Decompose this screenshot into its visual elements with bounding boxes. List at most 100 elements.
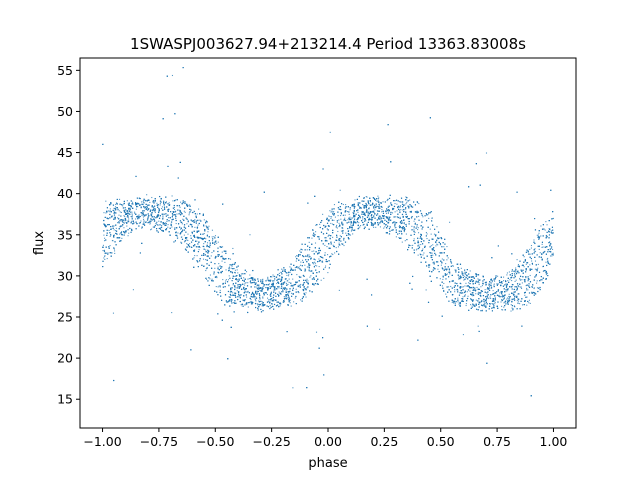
data-point [375,226,377,228]
data-point [514,270,516,272]
data-point [152,206,154,208]
data-point [307,280,309,282]
data-point [533,287,535,290]
data-point [272,299,274,301]
data-point [221,246,224,248]
data-point [292,387,294,389]
data-point [401,241,403,243]
data-point [446,259,448,261]
data-point [149,222,152,224]
data-point [435,241,437,243]
data-point [131,214,133,216]
data-point [258,300,260,302]
data-point [269,280,271,283]
data-point [256,290,258,292]
data-point [314,262,317,264]
data-point [231,280,233,282]
data-point [267,297,269,299]
data-point [138,216,140,218]
data-point [293,301,295,303]
data-point [123,203,125,205]
data-point [154,211,156,214]
data-point [171,74,174,77]
data-point [337,215,339,217]
data-point [172,200,174,202]
data-point [109,211,111,213]
data-point [350,222,352,224]
data-point [388,210,390,213]
data-point [419,237,421,239]
data-point [477,291,479,293]
data-point [338,242,340,244]
data-point [506,272,508,274]
data-point [266,279,268,281]
data-point [401,228,404,230]
data-point [454,269,456,271]
data-point [142,218,145,220]
data-point [281,268,283,270]
data-point [519,279,521,281]
data-point [345,220,347,222]
data-point [105,200,107,202]
data-point [477,278,479,280]
data-point [484,289,486,291]
data-point [405,208,407,210]
data-point [546,258,548,260]
data-point [240,273,242,275]
data-point [216,277,218,279]
data-point [222,279,224,281]
data-point [536,280,538,282]
data-point [463,279,465,281]
data-point [268,283,270,285]
data-point [506,289,508,291]
data-point [281,276,283,278]
data-point [521,264,523,267]
data-point [296,274,298,276]
data-point [493,283,495,285]
data-point [259,279,262,281]
data-point [524,294,526,296]
data-point [410,244,412,247]
data-point [545,235,547,237]
data-point [240,304,242,306]
data-point [323,277,325,279]
data-point [538,232,540,234]
data-point [404,240,406,242]
data-point [232,292,234,294]
data-point [402,203,404,205]
data-point [262,278,264,280]
data-point [498,294,500,296]
data-point [385,212,388,215]
data-point [426,237,428,240]
data-point [125,231,127,233]
data-point [512,293,514,295]
data-point [534,248,536,250]
data-point [377,205,379,207]
data-point [508,295,510,297]
data-point [267,277,269,279]
data-point [508,293,510,295]
data-point [491,279,493,281]
data-point [296,254,298,257]
data-point [295,256,297,258]
data-point [339,244,341,246]
data-point [414,231,416,233]
chart-title: 1SWASPJ003627.94+213214.4 Period 13363.8… [130,35,526,53]
data-point [151,214,153,216]
data-point [343,219,345,221]
data-point [162,215,164,217]
data-point [470,279,472,281]
data-point [205,259,207,261]
data-point [183,210,185,212]
data-point [127,235,129,237]
data-point [233,275,235,277]
data-point [180,228,182,230]
data-point [493,279,495,281]
data-point [298,266,300,268]
data-point [351,217,353,219]
data-point [225,269,227,271]
data-point [245,282,247,284]
data-point [538,248,540,250]
data-point [500,295,502,298]
data-point [299,269,301,271]
